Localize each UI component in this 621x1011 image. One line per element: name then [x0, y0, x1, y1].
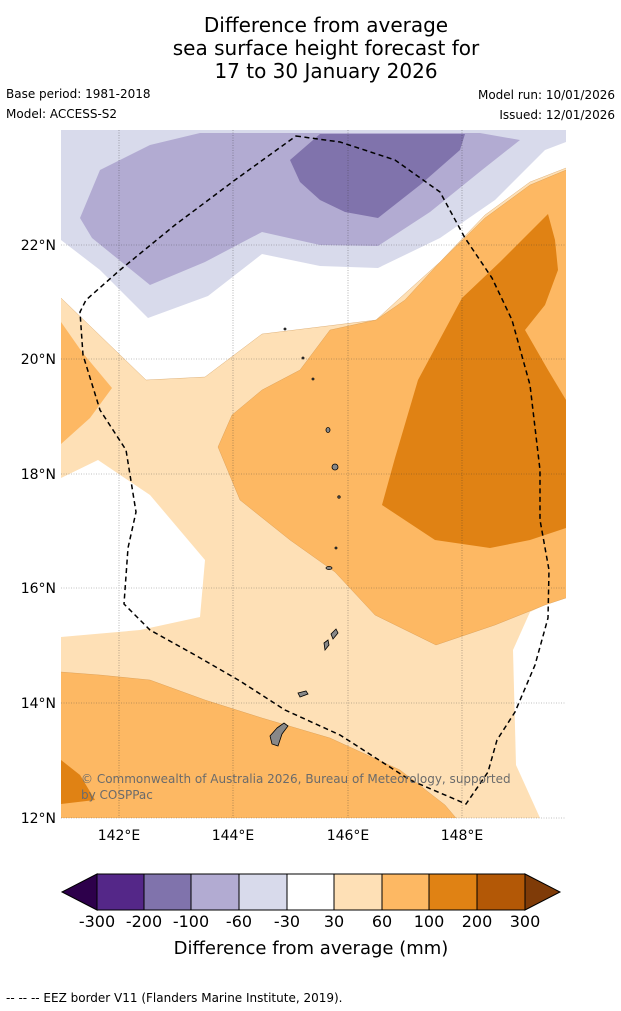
lon-label-146e: 146°E	[327, 828, 370, 844]
colorbar-tick-8: 100	[414, 912, 445, 931]
colorbar-tick-10: 300	[510, 912, 541, 931]
island-tinian	[323, 639, 330, 651]
islands	[269, 327, 341, 747]
contour-100-200-east	[382, 214, 566, 548]
title-line-3: 17 to 30 January 2026	[214, 59, 438, 83]
colorbar-segment-1	[97, 874, 144, 910]
eez-border	[79, 135, 550, 805]
colorbar-segment-5	[287, 874, 334, 910]
issued-label: Issued: 12/01/2026	[499, 108, 615, 122]
lat-label-18n: 18°N	[21, 467, 56, 483]
lon-label-142e: 142°E	[98, 828, 141, 844]
lat-label-12n: 12°N	[21, 811, 56, 827]
island-anatahan	[325, 566, 333, 570]
copyright-line-2: by COSPPac	[81, 788, 153, 802]
colorbar-segment-6	[334, 874, 382, 910]
lon-label-148e: 148°E	[441, 828, 484, 844]
colorbar-title: Difference from average (mm)	[174, 938, 449, 959]
island-agrihan	[325, 427, 331, 433]
contour-neutral-southeast	[513, 595, 566, 818]
island-rota	[297, 690, 309, 698]
colorbar-tick-5: -30	[274, 912, 300, 931]
contour-100-200-southwest	[61, 760, 95, 804]
island-pagan	[331, 463, 339, 471]
colorbar-segment-8	[429, 874, 477, 910]
colorbar-segment-2	[144, 874, 191, 910]
island-sarigan	[334, 546, 338, 550]
colorbar-tick-1: -300	[79, 912, 115, 931]
colorbar-segment-3	[191, 874, 239, 910]
gridlines	[61, 130, 566, 819]
island-uracas	[283, 327, 287, 331]
colorbar-segment-4	[239, 874, 287, 910]
colorbar-segment-7	[382, 874, 429, 910]
colorbar-segment-9	[477, 874, 525, 910]
island-asuncion	[311, 377, 315, 381]
contour-neutral-west	[61, 460, 205, 637]
colorbar-tick-9: 200	[462, 912, 493, 931]
lat-label-14n: 14°N	[21, 696, 56, 712]
island-alamagan	[337, 495, 341, 499]
lon-label-144e: 144°E	[212, 828, 255, 844]
island-guam	[269, 722, 289, 747]
island-saipan	[330, 628, 339, 640]
colorbar-tick-7: 60	[372, 912, 392, 931]
colorbar-tick-6: 30	[324, 912, 344, 931]
contour-60-100-south	[61, 672, 456, 818]
base-period-label: Base period: 1981-2018	[6, 87, 151, 101]
colorbar-tick-3: -100	[173, 912, 209, 931]
colorbar-tick-2: -200	[126, 912, 162, 931]
title-line-2: sea surface height forecast for	[172, 36, 480, 60]
lat-label-22n: 22°N	[21, 238, 56, 254]
lat-label-16n: 16°N	[21, 581, 56, 597]
colorbar-tick-4: -60	[226, 912, 252, 931]
sea-level-map: © Commonwealth of Australia 2026, Bureau…	[21, 130, 566, 844]
model-label: Model: ACCESS-S2	[6, 107, 118, 121]
island-maug	[301, 356, 305, 360]
title-line-1: Difference from average	[203, 13, 449, 37]
model-run-label: Model run: 10/01/2026	[477, 88, 615, 102]
lat-label-20n: 20°N	[21, 352, 56, 368]
chart-title: Difference from average sea surface heig…	[0, 14, 621, 83]
contour-60-100-west	[61, 322, 112, 444]
copyright-line-1: © Commonwealth of Australia 2026, Bureau…	[81, 772, 511, 786]
colorbar: -300 -200 -100 -60 -30 30 60 100 200 300…	[60, 873, 562, 959]
colorbar-low-extend	[60, 873, 98, 911]
eez-legend-note: -- -- -- EEZ border V11 (Flanders Marine…	[6, 991, 343, 1005]
colorbar-high-extend	[524, 873, 562, 911]
contour-neg100-neg200	[290, 134, 465, 218]
